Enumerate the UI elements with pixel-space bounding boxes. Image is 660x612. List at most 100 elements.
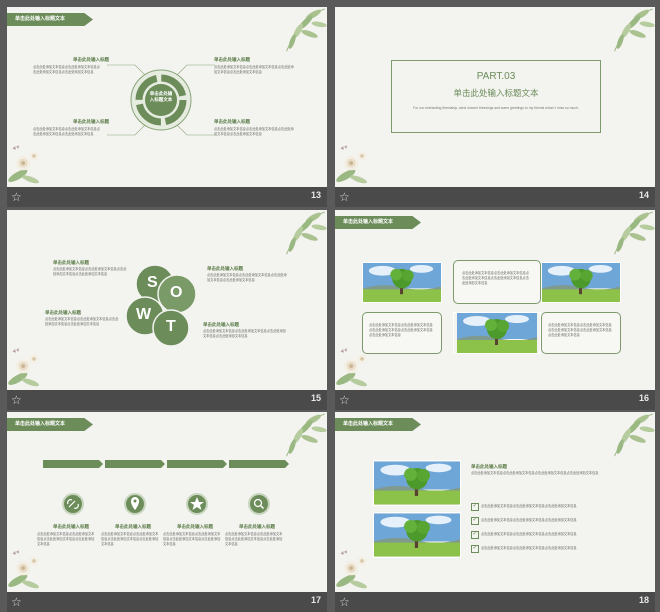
- swot-letter-s: S: [147, 274, 158, 292]
- banner-text: 单击此处输入标题文本: [335, 216, 421, 229]
- item-title: 单击此处输入标题: [207, 266, 243, 272]
- item-title: 单击此处输入标题: [214, 57, 250, 63]
- banner-text: 单击此处输入标题文本: [7, 418, 93, 431]
- text-box: 点击此处添加文本信息点击此处添加文本信息点击此处添加文本信息点击此处添加文本信息…: [362, 312, 442, 354]
- flower-decoration: [7, 344, 43, 390]
- landscape-photo: [373, 512, 461, 558]
- slide-number: 18: [639, 595, 649, 605]
- item-body: 点击此处添加文本信息点击此处添加文本信息点击此处添加文本信息点击此处添加文本信息: [45, 317, 121, 327]
- section-title: 单击此处输入标题文本: [392, 87, 600, 99]
- item-body: 点击此处添加文本信息点击此处添加文本信息点击此处添加文本信息点击此处添加文本信息: [207, 273, 289, 283]
- star-icon[interactable]: ☆: [339, 189, 350, 205]
- text-box: 点击此处添加文本信息点击此处添加文本信息点击此处添加文本信息点击此处添加文本信息…: [453, 260, 541, 304]
- check-item-text: 点击此处添加文本信息点击此处添加文本信息点击此处添加文本信息: [481, 532, 621, 537]
- landscape-photo: [362, 262, 442, 303]
- leaf-decoration: [597, 412, 655, 460]
- slide-16[interactable]: 单击此处输入标题文本 点击此处添加文本信息点击此处添加文本信息点击此处添加文本信…: [335, 210, 655, 410]
- checkbox-icon: [471, 531, 479, 539]
- slide-canvas: PART.03 单击此处输入标题文本 For our everlasting f…: [335, 7, 655, 187]
- star-icon[interactable]: ☆: [11, 392, 22, 408]
- slide-13[interactable]: 单击此处输入标题文本 单击此处输入标题 点击此处添加文本信息点击此处添加文本信息…: [7, 7, 327, 207]
- slide-14[interactable]: PART.03 单击此处输入标题文本 For our everlasting f…: [335, 7, 655, 207]
- slide-number: 16: [639, 393, 649, 403]
- item-title: 单击此处输入标题: [115, 524, 151, 530]
- check-item-text: 点击此处添加文本信息点击此处添加文本信息点击此处添加文本信息: [481, 504, 621, 509]
- title-banner: 单击此处输入标题文本: [335, 216, 421, 229]
- item-body: 点击此处添加文本信息点击此处添加文本信息点击此处添加文本信息点击此处添加文本信息: [163, 532, 223, 547]
- check-item-text: 点击此处添加文本信息点击此处添加文本信息点击此处添加文本信息: [481, 546, 621, 551]
- slide-footer: ☆ 18: [335, 592, 655, 612]
- box-text: 点击此处添加文本信息点击此处添加文本信息点击此处添加文本信息点击此处添加文本信息…: [369, 323, 435, 338]
- item-title: 单击此处输入标题: [214, 119, 250, 125]
- landscape-photo: [373, 460, 461, 506]
- title-banner: 单击此处输入标题文本: [335, 418, 421, 431]
- star-icon[interactable]: ☆: [11, 594, 22, 610]
- section-subtitle: For our everlasting friendship, send sin…: [402, 105, 590, 112]
- slide-number: 17: [311, 595, 321, 605]
- flower-decoration: [335, 141, 371, 187]
- item-body: 点击此处添加文本信息点击此处添加文本信息点击此处添加文本信息点击此处添加文本信息: [225, 532, 285, 547]
- leaf-decoration: [269, 210, 327, 258]
- box-text: 点击此处添加文本信息点击此处添加文本信息点击此处添加文本信息点击此处添加文本信息…: [462, 271, 532, 286]
- slide-footer: ☆ 17: [7, 592, 327, 612]
- slide-number: 15: [311, 393, 321, 403]
- landscape-photo: [453, 312, 541, 354]
- item-body: 点击此处添加文本信息点击此处添加文本信息点击此处添加文本信息点击此处添加文本信息: [37, 532, 97, 547]
- landscape-photo: [541, 262, 621, 303]
- item-body: 点击此处添加文本信息点击此处添加文本信息点击此处添加文本信息点击此处添加文本信息: [214, 65, 294, 75]
- item-body: 点击此处添加文本信息点击此处添加文本信息点击此处添加文本信息点击此处添加文本信息: [33, 65, 103, 75]
- banner-text: 单击此处输入标题文本: [7, 13, 93, 26]
- slide-canvas: 单击此处输入标题文本 单击此处输入标题 点击此处添加文本信息点击此处添加文本信息…: [7, 412, 327, 592]
- star-icon[interactable]: ☆: [339, 594, 350, 610]
- slide-canvas: 单击此处输入标题文本 单击此处输入标题 点击此处添加文本信息点击此处添加文本信息…: [335, 412, 655, 592]
- content-body: 点击此处添加文本信息点击此处添加文本信息点击此处添加文本信息点击此处添加文本信息: [471, 471, 621, 476]
- item-body: 点击此处添加文本信息点击此处添加文本信息点击此处添加文本信息点击此处添加文本信息: [203, 329, 287, 339]
- flower-decoration: [7, 546, 43, 592]
- checkbox-icon: [471, 517, 479, 525]
- flower-decoration: [335, 546, 371, 592]
- leaf-decoration: [269, 7, 327, 55]
- item-body: 点击此处添加文本信息点击此处添加文本信息点击此处添加文本信息点击此处添加文本信息: [33, 127, 103, 137]
- flower-decoration: [7, 141, 43, 187]
- swot-diagram: [125, 258, 205, 346]
- item-body: 点击此处添加文本信息点击此处添加文本信息点击此处添加文本信息点击此处添加文本信息: [214, 127, 294, 137]
- star-icon[interactable]: ☆: [11, 189, 22, 205]
- slide-18[interactable]: 单击此处输入标题文本 单击此处输入标题 点击此处添加文本信息点击此处添加文本信息…: [335, 412, 655, 612]
- swot-letter-w: W: [136, 306, 151, 324]
- swot-letter-o: O: [170, 284, 182, 302]
- slide-15[interactable]: 单击此处输入标题 点击此处添加文本信息点击此处添加文本信息点击此处添加文本信息点…: [7, 210, 327, 410]
- item-title: 单击此处输入标题: [203, 322, 239, 328]
- slide-footer: ☆ 14: [335, 187, 655, 207]
- leaf-decoration: [597, 7, 655, 55]
- banner-text: 单击此处输入标题文本: [335, 418, 421, 431]
- slide-17[interactable]: 单击此处输入标题文本 单击此处输入标题 点击此处添加文本信息点击此处添加文本信息…: [7, 412, 327, 612]
- title-banner: 单击此处输入标题文本: [7, 13, 93, 26]
- slide-canvas: 单击此处输入标题文本 单击此处输入标题 点击此处添加文本信息点击此处添加文本信息…: [7, 7, 327, 187]
- text-box: 点击此处添加文本信息点击此处添加文本信息点击此处添加文本信息点击此处添加文本信息…: [541, 312, 621, 354]
- slide-number: 13: [311, 190, 321, 200]
- part-label: PART.03: [392, 71, 600, 82]
- slide-footer: ☆ 13: [7, 187, 327, 207]
- item-title: 单击此处输入标题: [53, 524, 89, 530]
- timeline-diagram: [43, 460, 293, 526]
- center-label: 单击此处输入标题文本: [148, 91, 174, 103]
- item-body: 点击此处添加文本信息点击此处添加文本信息点击此处添加文本信息点击此处添加文本信息: [53, 267, 129, 277]
- slide-canvas: 单击此处输入标题 点击此处添加文本信息点击此处添加文本信息点击此处添加文本信息点…: [7, 210, 327, 390]
- item-title: 单击此处输入标题: [177, 524, 213, 530]
- checkbox-icon: [471, 545, 479, 553]
- checkbox-icon: [471, 503, 479, 511]
- check-item-text: 点击此处添加文本信息点击此处添加文本信息点击此处添加文本信息: [481, 518, 621, 523]
- item-title: 单击此处输入标题: [73, 57, 109, 63]
- item-title: 单击此处输入标题: [239, 524, 275, 530]
- title-banner: 单击此处输入标题文本: [7, 418, 93, 431]
- box-text: 点击此处添加文本信息点击此处添加文本信息点击此处添加文本信息点击此处添加文本信息…: [548, 323, 614, 338]
- item-title: 单击此处输入标题: [45, 310, 81, 316]
- leaf-decoration: [597, 210, 655, 258]
- star-icon[interactable]: ☆: [339, 392, 350, 408]
- slide-canvas: 单击此处输入标题文本 点击此处添加文本信息点击此处添加文本信息点击此处添加文本信…: [335, 210, 655, 390]
- item-title: 单击此处输入标题: [53, 260, 89, 266]
- slide-footer: ☆ 15: [7, 390, 327, 410]
- slide-number: 14: [639, 190, 649, 200]
- slide-footer: ☆ 16: [335, 390, 655, 410]
- leaf-decoration: [269, 412, 327, 460]
